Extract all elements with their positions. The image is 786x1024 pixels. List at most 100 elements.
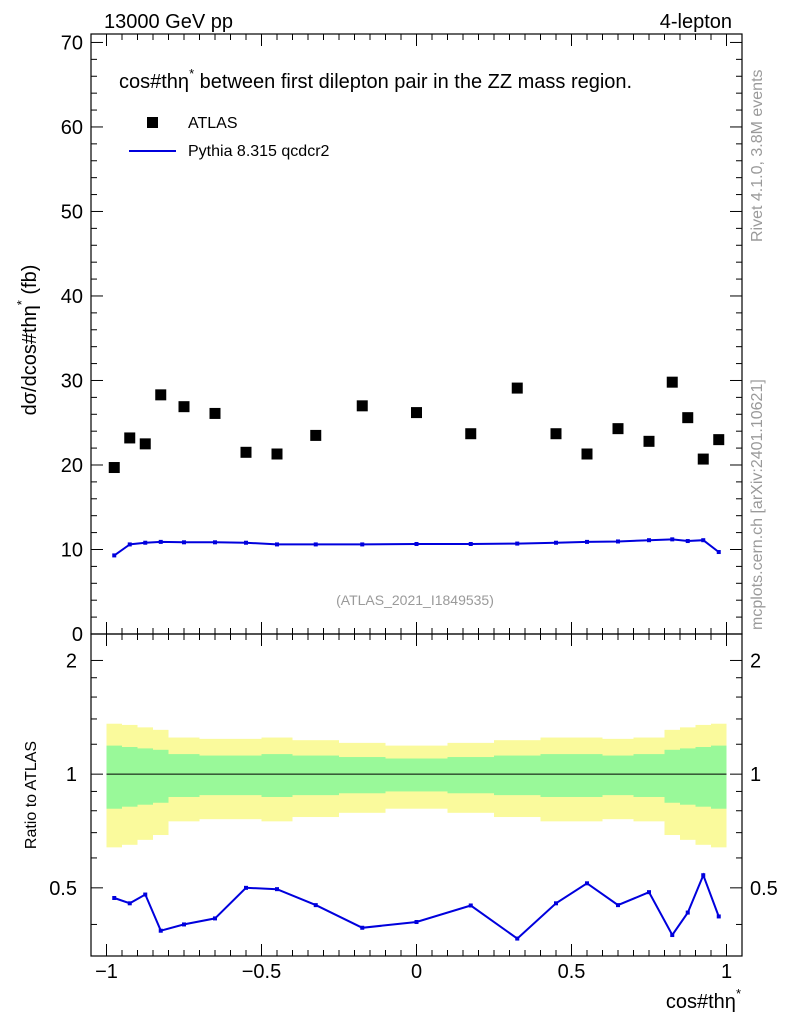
- band-inner-bin: [447, 757, 494, 794]
- main-y-tick-label: 60: [61, 117, 83, 139]
- data-point: [581, 448, 593, 460]
- analysis-label: (ATLAS_2021_I1849535): [336, 592, 494, 608]
- data-point: [356, 400, 368, 412]
- data-points: [108, 376, 725, 474]
- main-y-tick-label: 40: [61, 286, 83, 308]
- band-inner-bin: [680, 748, 696, 805]
- mc-point: [112, 553, 117, 558]
- mc-point: [143, 540, 148, 545]
- ratio-point: [468, 903, 473, 908]
- ratio-point: [585, 881, 589, 886]
- band-inner-bin: [261, 754, 293, 797]
- data-point: [240, 446, 252, 458]
- mc-point: [127, 542, 132, 547]
- mc-point: [182, 540, 186, 545]
- mc-point: [213, 540, 217, 545]
- ratio-point: [515, 936, 520, 941]
- ratio-point: [701, 873, 706, 878]
- ratio-point: [670, 933, 675, 938]
- band-inner-bin: [292, 755, 339, 796]
- mc-point: [701, 538, 706, 543]
- ratio-y-tick-label-right: 1: [750, 764, 761, 786]
- mc-point: [360, 542, 365, 547]
- x-tick-label: 0: [411, 961, 422, 983]
- mc-point: [716, 550, 721, 555]
- ratio-point: [182, 922, 186, 927]
- data-point: [465, 428, 477, 440]
- ratio-point: [716, 914, 721, 919]
- band-inner-bin: [494, 755, 541, 796]
- band-inner-bin: [711, 745, 727, 809]
- mc-point: [647, 538, 651, 543]
- main-y-tick-label: 10: [61, 539, 83, 561]
- mc-point: [244, 540, 248, 545]
- band-inner-bin: [633, 754, 665, 797]
- ratio-point: [127, 901, 132, 906]
- data-point: [155, 389, 167, 401]
- ratio-point: [360, 925, 365, 930]
- data-point: [612, 423, 624, 435]
- x-tick-label: 1: [721, 961, 732, 983]
- main-y-tick-label: 50: [61, 201, 83, 223]
- data-point: [666, 376, 678, 388]
- band-inner-bin: [137, 748, 153, 805]
- ratio-y-tick-label: 2: [66, 650, 77, 672]
- x-tick-label: 0.5: [558, 961, 586, 983]
- data-point: [139, 438, 151, 450]
- legend-atlas-marker: [147, 117, 158, 128]
- ratio-point: [213, 916, 217, 921]
- band-inner-bin: [168, 754, 200, 797]
- main-y-axis: 0 10 20 30 40 50 60 70: [61, 32, 742, 646]
- data-point: [411, 407, 422, 419]
- mc-point: [468, 542, 473, 546]
- mc-point: [515, 541, 520, 546]
- ratio-point: [647, 890, 651, 895]
- uncertainty-bands: [106, 723, 727, 848]
- mc-point: [275, 542, 279, 547]
- band-inner-bin: [695, 746, 711, 807]
- band-inner-bin: [199, 755, 231, 796]
- ratio-point: [313, 903, 318, 908]
- ratio-point: [685, 910, 690, 915]
- band-inner-bin: [385, 758, 448, 792]
- ratio-point: [244, 885, 248, 890]
- x-tick-label: −0.5: [242, 961, 281, 983]
- band-inner-bin: [122, 746, 138, 807]
- mc-point: [585, 539, 589, 544]
- mc-point: [616, 539, 620, 544]
- ratio-point: [554, 901, 558, 906]
- main-y-tick-label: 70: [61, 32, 83, 54]
- data-point: [511, 382, 523, 394]
- ratio-y-tick-label-right: 2: [750, 650, 761, 672]
- ratio-curve: [112, 872, 721, 941]
- plot-title: cos#thη* between first dilepton pair in …: [119, 66, 632, 93]
- x-tick-label: −1: [95, 961, 118, 983]
- ratio-y-label: Ratio to ATLAS: [23, 741, 40, 849]
- x-axis-label: cos#thη*: [666, 986, 741, 1013]
- data-point: [209, 407, 221, 419]
- legend-mc-label: Pythia 8.315 qcdcr2: [188, 143, 330, 160]
- data-point: [550, 428, 562, 440]
- energy-label: 13000 GeV pp: [104, 11, 233, 33]
- band-inner-bin: [571, 754, 603, 797]
- data-point: [108, 462, 120, 474]
- main-panel: 0 10 20 30 40 50 60 70 cos#thη* between first d…: [61, 32, 743, 646]
- data-point: [124, 432, 136, 444]
- band-inner-bin: [106, 745, 122, 809]
- band-inner-bin: [602, 755, 634, 796]
- ratio-point: [143, 892, 148, 897]
- main-y-label: dσ/dcos#thη* (fb): [14, 265, 41, 416]
- band-inner-bin: [339, 757, 386, 794]
- main-x-axis: [106, 34, 727, 634]
- mc-curve: [112, 537, 721, 558]
- mc-point: [685, 539, 690, 544]
- band-inner-bin: [664, 749, 680, 803]
- band-inner-bin: [540, 754, 572, 797]
- data-point: [713, 434, 725, 446]
- ratio-y-tick-label: 0.5: [49, 878, 77, 900]
- data-point: [178, 401, 190, 413]
- main-y-tick-label: 20: [61, 455, 83, 477]
- ratio-y-axis: 0.5 0.5 1 1 2 2: [49, 650, 778, 925]
- ratio-point: [275, 887, 279, 892]
